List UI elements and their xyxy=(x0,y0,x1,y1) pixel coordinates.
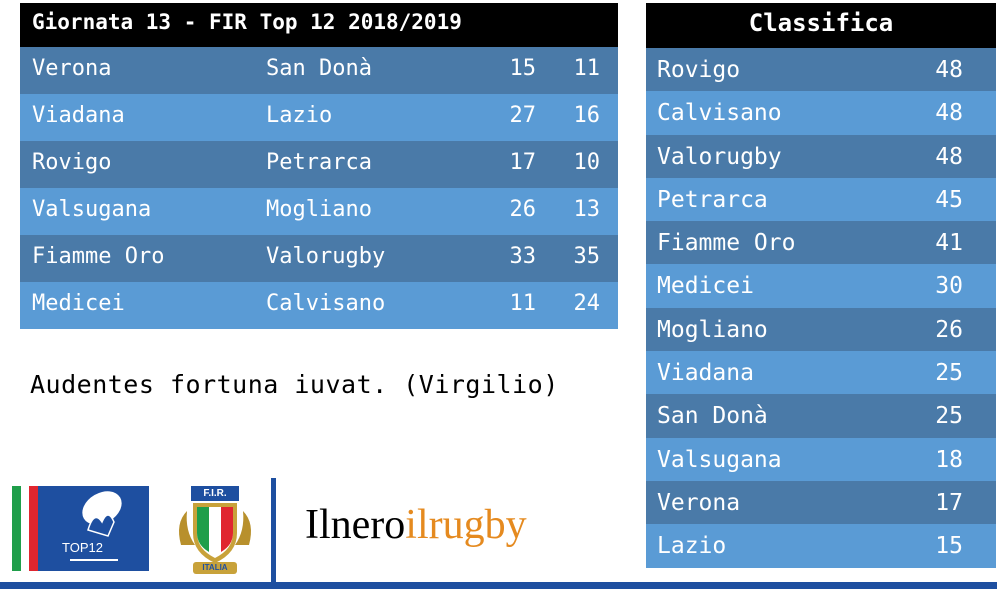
team-points: 48 xyxy=(935,100,963,127)
away-score: 13 xyxy=(573,197,601,222)
standings-row: Fiamme Oro 41 xyxy=(646,221,996,265)
standings-row: Mogliano 26 xyxy=(646,307,996,352)
home-team: Viadana xyxy=(32,103,125,128)
team-name: Rovigo xyxy=(657,57,741,83)
top12-logo: TOP12 xyxy=(12,486,149,571)
home-team: Verona xyxy=(32,56,112,81)
standings-row: Valorugby 48 xyxy=(646,134,996,178)
team-points: 41 xyxy=(935,230,963,257)
fir-banner: ITALIA xyxy=(202,563,228,572)
match-row: Fiamme Oro Valorugby 33 35 xyxy=(20,235,618,282)
standings-row: San Donà 25 xyxy=(646,394,996,438)
home-team: Rovigo xyxy=(32,150,112,175)
team-name: Calvisano xyxy=(657,100,782,127)
team-name: San Donà xyxy=(657,403,768,430)
home-score: 33 xyxy=(509,244,537,269)
team-name: Mogliano xyxy=(657,316,768,343)
match-row: Valsugana Mogliano 26 13 xyxy=(20,188,618,235)
team-name: Lazio xyxy=(657,533,727,560)
match-row: Medicei Calvisano 11 24 xyxy=(20,282,618,329)
top12-label: TOP12 xyxy=(62,540,103,555)
home-team: Fiamme Oro xyxy=(32,244,165,269)
home-team: Medicei xyxy=(32,291,125,316)
brand-part-black: Ilnero xyxy=(305,502,406,548)
away-score: 35 xyxy=(573,244,601,269)
team-points: 25 xyxy=(935,360,963,387)
team-points: 18 xyxy=(935,446,963,473)
match-row: Viadana Lazio 27 16 xyxy=(20,94,618,141)
results-table: Verona San Donà 15 11 Viadana Lazio 27 1… xyxy=(20,47,618,329)
away-score: 10 xyxy=(573,150,601,175)
team-points: 15 xyxy=(935,533,963,560)
standings-row: Calvisano 48 xyxy=(646,91,996,135)
team-points: 17 xyxy=(935,489,963,516)
home-score: 11 xyxy=(509,291,537,316)
standings-row: Verona 17 xyxy=(646,480,996,525)
rugby-ball-icon xyxy=(70,491,122,561)
team-points: 48 xyxy=(935,143,963,170)
team-name: Valsugana xyxy=(657,446,782,473)
standings-table: Rovigo 48 Calvisano 48 Valorugby 48 Petrarc… xyxy=(646,48,996,568)
away-team: Calvisano xyxy=(266,291,386,316)
away-team: Valorugby xyxy=(266,244,386,269)
home-team: Valsugana xyxy=(32,197,152,222)
team-points: 30 xyxy=(935,273,963,300)
standings-row: Rovigo 48 xyxy=(646,48,996,92)
standings-row: Lazio 15 xyxy=(646,524,996,568)
team-points: 45 xyxy=(935,186,963,213)
team-name: Viadana xyxy=(657,360,754,387)
away-team: Lazio xyxy=(266,103,333,128)
standings-row: Viadana 25 xyxy=(646,351,996,395)
team-name: Petrarca xyxy=(657,186,768,213)
italian-flag-stripes xyxy=(12,486,39,571)
standings-row: Medicei 30 xyxy=(646,264,996,308)
home-score: 17 xyxy=(509,150,537,175)
standings-row: Valsugana 18 xyxy=(646,437,996,481)
match-row: Verona San Donà 15 11 xyxy=(20,47,618,94)
team-name: Medicei xyxy=(657,273,754,300)
results-title: Giornata 13 - FIR Top 12 2018/2019 xyxy=(20,3,618,47)
fir-shield-icon xyxy=(179,486,251,574)
away-team: San Donà xyxy=(266,56,372,81)
bottom-bar xyxy=(0,582,997,589)
vertical-divider xyxy=(271,478,276,582)
away-score: 24 xyxy=(573,291,601,316)
team-name: Verona xyxy=(657,489,741,516)
brand-logo: Ilneroilrugby xyxy=(305,500,527,550)
standings-title: Classifica xyxy=(646,3,996,48)
team-points: 25 xyxy=(935,403,963,430)
team-name: Valorugby xyxy=(657,143,782,170)
team-points: 26 xyxy=(935,316,963,343)
home-score: 15 xyxy=(509,56,537,81)
standings-row: Petrarca 45 xyxy=(646,177,996,222)
away-score: 11 xyxy=(573,56,601,81)
match-row: Rovigo Petrarca 17 10 xyxy=(20,141,618,188)
team-name: Fiamme Oro xyxy=(657,230,796,257)
quote-text: Audentes fortuna iuvat. (Virgilio) xyxy=(30,370,559,399)
away-team: Mogliano xyxy=(266,197,372,222)
brand-part-orange: ilrugby xyxy=(405,502,527,548)
team-points: 48 xyxy=(935,57,963,83)
fir-logo: F.I.R. ITALIA xyxy=(175,485,255,577)
away-team: Petrarca xyxy=(266,150,372,175)
away-score: 16 xyxy=(573,103,601,128)
home-score: 26 xyxy=(509,197,537,222)
home-score: 27 xyxy=(509,103,537,128)
fir-label: F.I.R. xyxy=(203,488,227,499)
